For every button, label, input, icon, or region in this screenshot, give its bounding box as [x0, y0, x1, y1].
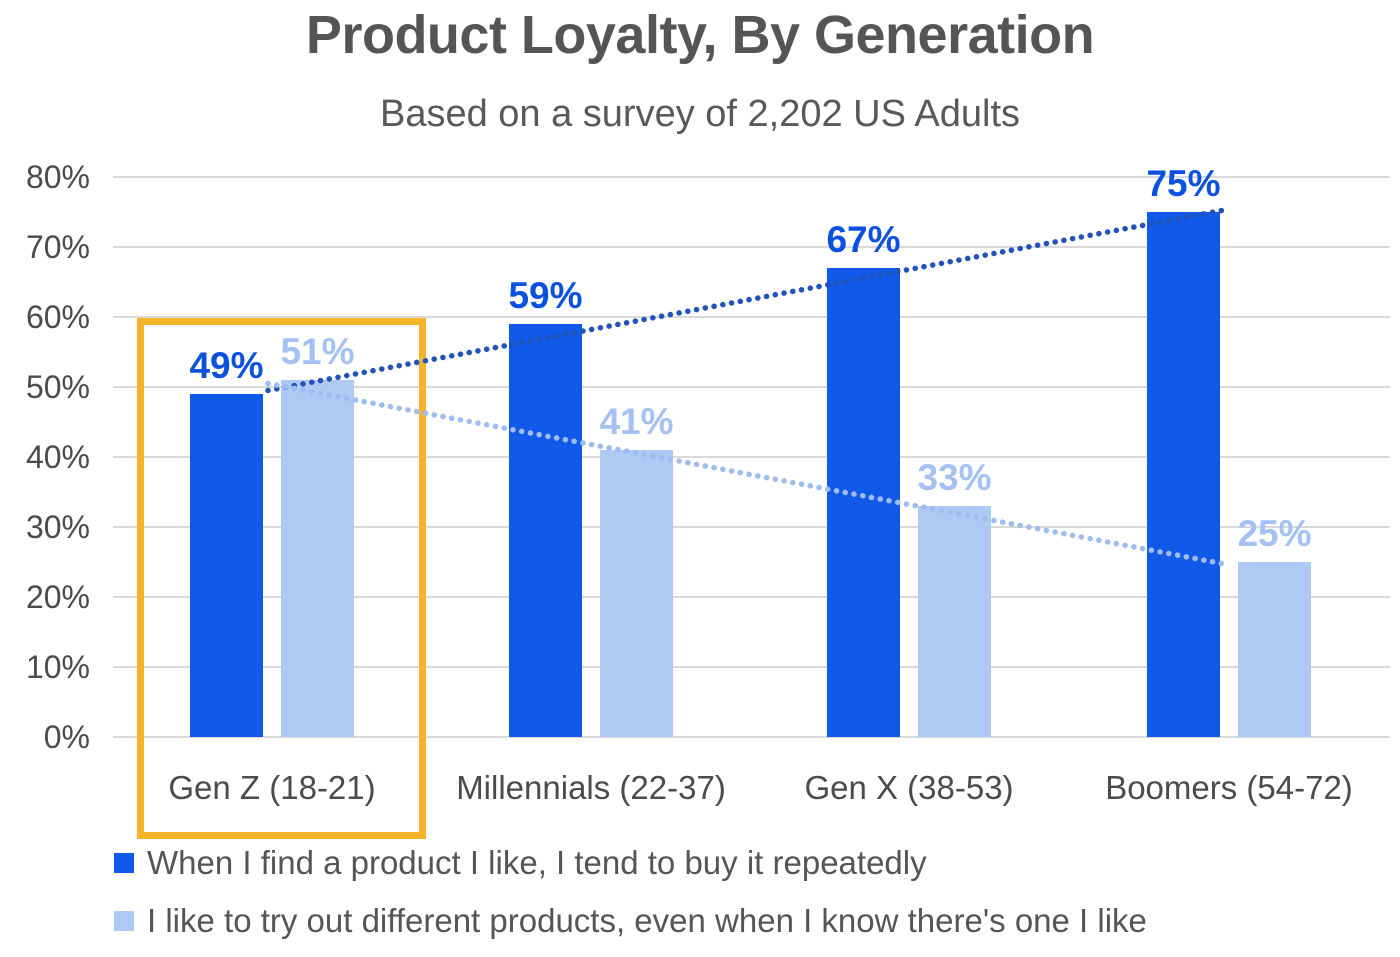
value-label-repeat-buyer-millennials-22-37: 59% — [508, 275, 583, 316]
gridline-0 — [113, 736, 1390, 738]
trendline-variety-seeker — [265, 380, 1231, 568]
chart-subtitle: Based on a survey of 2,202 US Adults — [379, 93, 1021, 135]
bar-repeat-buyer-gen-x-38-53 — [827, 268, 900, 737]
value-label-variety-seeker-gen-z-18-21: 51% — [280, 331, 355, 372]
value-label-repeat-buyer-boomers-54-72: 75% — [1146, 163, 1221, 204]
value-label-variety-seeker-boomers-54-72: 25% — [1237, 513, 1312, 554]
y-axis-tick-20: 20% — [25, 579, 90, 615]
bar-repeat-buyer-millennials-22-37 — [509, 324, 582, 737]
value-label-repeat-buyer-gen-x-38-53: 67% — [826, 219, 901, 260]
category-label-gen-x-38-53: Gen X (38-53) — [804, 769, 1014, 806]
gridline-10 — [113, 666, 1390, 668]
category-label-boomers-54-72: Boomers (54-72) — [1105, 769, 1353, 806]
value-label-variety-seeker-gen-x-38-53: 33% — [917, 457, 992, 498]
bar-variety-seeker-boomers-54-72 — [1238, 562, 1311, 737]
category-label-gen-z-18-21: Gen Z (18-21) — [168, 769, 376, 806]
gridline-20 — [113, 596, 1390, 598]
legend-label-repeat-buyer: When I find a product I like, I tend to … — [147, 844, 927, 881]
bar-repeat-buyer-boomers-54-72 — [1147, 212, 1220, 737]
chart-title: Product Loyalty, By Generation — [305, 5, 1095, 65]
category-label-millennials-22-37: Millennials (22-37) — [456, 769, 726, 806]
legend-item-repeat-buyer: When I find a product I like, I tend to … — [114, 843, 927, 883]
y-axis-tick-50: 50% — [25, 369, 90, 405]
value-label-variety-seeker-millennials-22-37: 41% — [599, 401, 674, 442]
y-axis-tick-10: 10% — [25, 649, 90, 685]
y-axis-tick-30: 30% — [25, 509, 90, 545]
legend-swatch-variety-seeker — [114, 911, 134, 931]
legend-label-variety-seeker: I like to try out different products, ev… — [147, 902, 1147, 939]
bar-repeat-buyer-gen-z-18-21 — [190, 394, 263, 737]
bar-variety-seeker-gen-z-18-21 — [281, 380, 354, 737]
y-axis-tick-80: 80% — [25, 159, 90, 195]
trendline-repeat-buyer — [265, 206, 1231, 394]
y-axis-tick-60: 60% — [25, 299, 90, 335]
bar-variety-seeker-millennials-22-37 — [600, 450, 673, 737]
gridline-80 — [113, 176, 1390, 178]
value-label-repeat-buyer-gen-z-18-21: 49% — [189, 345, 264, 386]
y-axis-tick-40: 40% — [25, 439, 90, 475]
y-axis-tick-70: 70% — [25, 229, 90, 265]
legend-swatch-repeat-buyer — [114, 853, 134, 873]
legend-item-variety-seeker: I like to try out different products, ev… — [114, 901, 1147, 941]
bar-variety-seeker-gen-x-38-53 — [918, 506, 991, 737]
y-axis-tick-0: 0% — [43, 719, 90, 755]
